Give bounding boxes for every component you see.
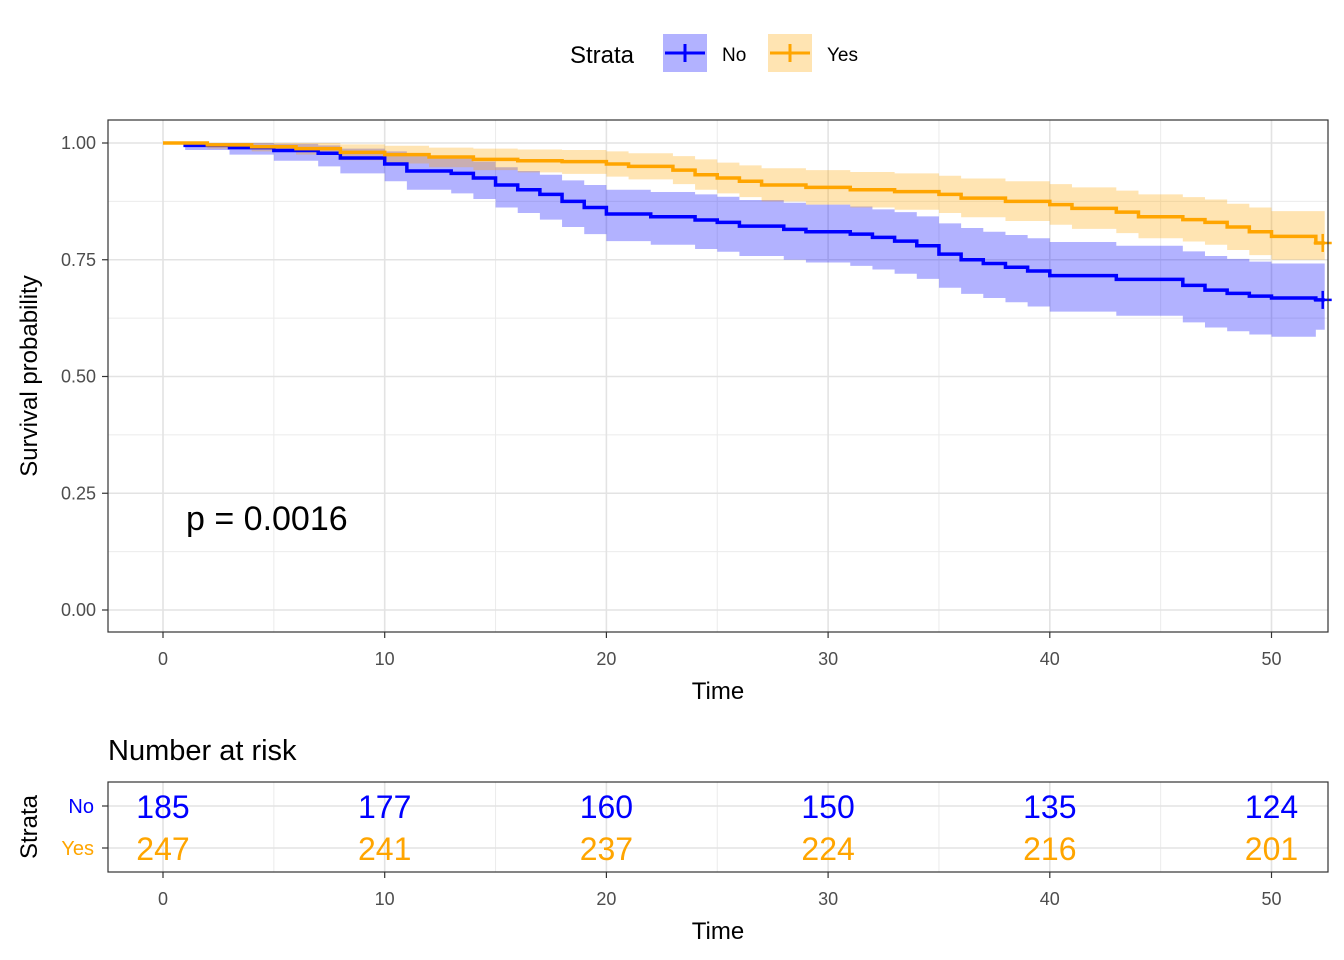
risk-table-border bbox=[107, 781, 1329, 873]
risk-table-x-title: Time bbox=[692, 918, 744, 945]
confidence-bands bbox=[163, 143, 1325, 337]
risk-cell-yes: 201 bbox=[1245, 831, 1298, 867]
risk-cell-no: 177 bbox=[358, 789, 411, 825]
y-tick-label: 0.25 bbox=[61, 483, 96, 503]
risk-x-tick-label: 30 bbox=[818, 889, 838, 909]
y-tick-label: 1.00 bbox=[61, 133, 96, 153]
y-tick-label: 0.00 bbox=[61, 600, 96, 620]
x-tick-label: 40 bbox=[1040, 649, 1060, 669]
risk-cell-yes: 247 bbox=[136, 831, 189, 867]
survival-curves bbox=[163, 141, 1332, 309]
risk-x-tick-label: 0 bbox=[158, 889, 168, 909]
x-axis-ticks: 0 10 20 30 40 50 bbox=[158, 632, 1282, 669]
risk-cell-no: 185 bbox=[136, 789, 189, 825]
legend-label-no: No bbox=[722, 45, 746, 66]
risk-cell-no: 150 bbox=[801, 789, 854, 825]
y-tick-label: 0.50 bbox=[61, 367, 96, 387]
risk-table-title: Number at risk bbox=[108, 735, 297, 767]
risk-x-tick-label: 40 bbox=[1040, 889, 1060, 909]
survival-curve-no bbox=[183, 143, 1325, 302]
survival-curve-yes bbox=[163, 141, 1325, 245]
risk-table: Number at risk 185 177 160 150 135 124 247 241 2… bbox=[16, 735, 1329, 945]
risk-table-row-labels: No Yes bbox=[61, 796, 108, 860]
x-tick-label: 30 bbox=[818, 649, 838, 669]
x-tick-label: 0 bbox=[158, 649, 168, 669]
survival-plot: 0.00 0.25 0.50 0.75 1.00 0 10 20 30 40 50 p = 0.0… bbox=[16, 119, 1332, 705]
x-axis-title: Time bbox=[692, 678, 744, 705]
risk-cell-yes: 224 bbox=[801, 831, 854, 867]
risk-cell-no: 124 bbox=[1245, 789, 1298, 825]
legend: Strata No Yes bbox=[570, 34, 858, 72]
y-tick-label: 0.75 bbox=[61, 250, 96, 270]
risk-x-tick-label: 10 bbox=[375, 889, 395, 909]
risk-table-cells: 185 177 160 150 135 124 247 241 237 224 216 201 bbox=[136, 789, 1298, 867]
risk-cell-no: 135 bbox=[1023, 789, 1076, 825]
legend-item-no: No bbox=[663, 34, 746, 72]
x-tick-label: 50 bbox=[1261, 649, 1281, 669]
legend-label-yes: Yes bbox=[827, 45, 858, 66]
risk-cell-yes: 241 bbox=[358, 831, 411, 867]
x-tick-label: 10 bbox=[375, 649, 395, 669]
legend-item-yes: Yes bbox=[768, 34, 858, 72]
risk-row-label-no: No bbox=[68, 796, 94, 818]
risk-cell-no: 160 bbox=[580, 789, 633, 825]
risk-table-y-title: Strata bbox=[16, 794, 43, 859]
risk-table-gridlines bbox=[108, 782, 1328, 872]
y-axis-ticks: 0.00 0.25 0.50 0.75 1.00 bbox=[61, 133, 108, 620]
plot-gridlines bbox=[108, 120, 1328, 632]
legend-title: Strata bbox=[570, 42, 635, 69]
risk-x-tick-label: 20 bbox=[596, 889, 616, 909]
risk-x-tick-label: 50 bbox=[1261, 889, 1281, 909]
risk-cell-yes: 237 bbox=[580, 831, 633, 867]
risk-cell-yes: 216 bbox=[1023, 831, 1076, 867]
risk-table-background bbox=[108, 782, 1328, 872]
risk-table-x-ticks: 0 10 20 30 40 50 bbox=[158, 872, 1282, 909]
risk-row-label-yes: Yes bbox=[61, 838, 94, 860]
y-axis-title: Survival probability bbox=[16, 275, 43, 476]
x-tick-label: 20 bbox=[596, 649, 616, 669]
confidence-band-yes bbox=[163, 143, 1325, 260]
p-value-annotation: p = 0.0016 bbox=[186, 500, 348, 538]
confidence-band-no bbox=[163, 143, 1325, 337]
